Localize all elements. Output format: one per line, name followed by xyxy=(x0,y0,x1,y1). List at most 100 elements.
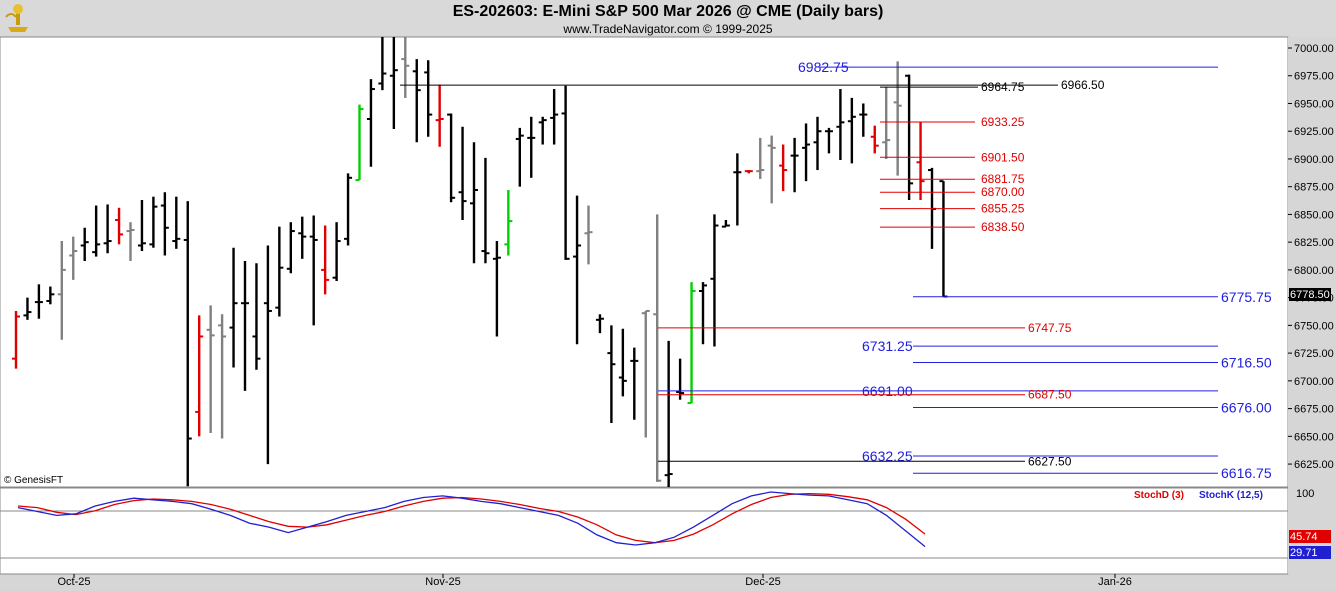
price-level-label: 6691.00 xyxy=(862,383,913,399)
price-level-label: 6982.75 xyxy=(798,59,849,75)
ohlc-bar xyxy=(813,116,822,171)
price-level-label: 6933.25 xyxy=(981,115,1025,129)
ohlc-bar xyxy=(504,190,513,256)
x-tick-label: Dec-25 xyxy=(745,576,780,588)
ohlc-bar xyxy=(595,314,604,334)
y-tick-label: 6725.00 xyxy=(1294,348,1334,360)
price-level-label: 6881.75 xyxy=(981,172,1025,186)
ohlc-bar xyxy=(733,153,742,226)
ohlc-bar xyxy=(710,214,719,347)
ohlc-bar xyxy=(23,297,32,320)
ohlc-bar xyxy=(767,135,776,204)
ohlc-bar xyxy=(458,126,467,220)
price-level: 6632.25 xyxy=(862,448,1218,464)
ohlc-bar xyxy=(630,347,639,420)
y-tick-label: 7000.00 xyxy=(1294,43,1334,55)
y-tick-label: 6800.00 xyxy=(1294,265,1334,277)
ohlc-bar xyxy=(57,241,66,340)
x-tick-label: Oct-25 xyxy=(57,576,90,588)
ohlc-bar xyxy=(687,282,696,405)
price-level-label: 6632.25 xyxy=(862,448,913,464)
ohlc-bar xyxy=(12,310,20,369)
stochk-value-box xyxy=(1289,546,1331,559)
price-level: 6964.75 xyxy=(880,80,1025,94)
price-level: 6855.25 xyxy=(880,202,1025,216)
price-level-label: 6731.25 xyxy=(862,338,913,354)
price-level-label: 6964.75 xyxy=(981,80,1025,94)
ohlc-bar xyxy=(699,282,707,345)
ohlc-bar xyxy=(252,263,261,370)
ohlc-bar xyxy=(744,170,753,174)
ohlc-bar xyxy=(435,84,444,147)
price-level: 6676.00 xyxy=(913,399,1272,415)
price-level-label: 6627.50 xyxy=(1028,454,1072,468)
stochd-line xyxy=(17,492,926,544)
price-level: 6627.50 xyxy=(658,454,1072,468)
y-tick-label: 6675.00 xyxy=(1294,404,1334,416)
stoch-axis-100: 100 xyxy=(1296,488,1314,500)
ohlc-bar xyxy=(676,358,685,400)
price-level: 6747.75 xyxy=(658,321,1072,335)
price-level-label: 6901.50 xyxy=(981,150,1025,164)
price-level-label: 6870.00 xyxy=(981,185,1025,199)
ohlc-bar xyxy=(412,59,421,143)
ohlc-bar xyxy=(355,104,364,182)
y-tick-label: 6625.00 xyxy=(1294,459,1334,471)
ohlc-bar xyxy=(229,247,238,368)
price-level: 6870.00 xyxy=(880,185,1025,199)
price-level-label: 6676.00 xyxy=(1221,399,1272,415)
x-tick-label: Jan-26 xyxy=(1098,576,1132,588)
stochk-legend: StochK (12,5) xyxy=(1199,490,1263,501)
chart-subtitle: www.TradeNavigator.com © 1999-2025 xyxy=(563,22,773,36)
ohlc-bar xyxy=(859,103,868,137)
price-level: 6881.75 xyxy=(880,172,1025,186)
price-level-label: 6838.50 xyxy=(981,220,1025,234)
y-tick-label: 6900.00 xyxy=(1294,154,1334,166)
ohlc-bar xyxy=(69,236,78,280)
ohlc-bar xyxy=(378,37,387,91)
price-level: 6838.50 xyxy=(880,220,1025,234)
ohlc-bar xyxy=(573,195,582,345)
ohlc-bar xyxy=(550,89,559,145)
price-level-label: 6966.50 xyxy=(1061,78,1105,92)
logo-icon xyxy=(5,4,28,32)
ohlc-bar xyxy=(824,127,833,154)
ohlc-bar xyxy=(389,37,398,129)
ohlc-bar xyxy=(779,144,788,192)
y-tick-label: 6950.00 xyxy=(1294,98,1334,110)
price-level: 6731.25 xyxy=(862,338,1218,354)
ohlc-bar xyxy=(492,241,501,337)
ohlc-bar xyxy=(515,127,524,187)
ohlc-bar xyxy=(584,205,593,265)
ohlc-bar xyxy=(447,113,456,203)
stochd-value-box xyxy=(1289,530,1331,543)
stochd-legend: StochD (3) xyxy=(1134,490,1184,501)
price-level: 6616.75 xyxy=(913,465,1272,481)
ohlc-bar xyxy=(103,204,112,254)
ohlc-bar xyxy=(241,261,249,391)
y-tick-label: 6925.00 xyxy=(1294,126,1334,138)
stochd-value: 45.74 xyxy=(1290,531,1318,543)
ohlc-bar xyxy=(470,142,478,264)
ohlc-bar xyxy=(183,201,192,487)
ohlc-bar xyxy=(847,97,856,164)
price-level-label: 6716.50 xyxy=(1221,355,1272,371)
ohlc-bar xyxy=(344,173,353,246)
ohlc-bar xyxy=(309,215,318,326)
price-level: 6716.50 xyxy=(913,355,1272,371)
ohlc-bar xyxy=(115,207,124,245)
ohlc-bar xyxy=(916,122,925,201)
ohlc-bar xyxy=(286,222,295,274)
chart-header: ES-202603: E-Mini S&P 500 Mar 2026 @ CME… xyxy=(0,0,1336,37)
ohlc-bar xyxy=(721,219,730,228)
ohlc-bar xyxy=(366,79,375,167)
price-level-label: 6747.75 xyxy=(1028,321,1072,335)
stochk-line xyxy=(17,491,926,548)
last-price-label: 6778.50 xyxy=(1290,289,1330,301)
y-tick-label: 6650.00 xyxy=(1294,431,1334,443)
ohlc-bar xyxy=(137,200,146,252)
ohlc-bar xyxy=(481,157,490,264)
ohlc-bar xyxy=(206,305,215,434)
ohlc-bar xyxy=(401,37,410,98)
